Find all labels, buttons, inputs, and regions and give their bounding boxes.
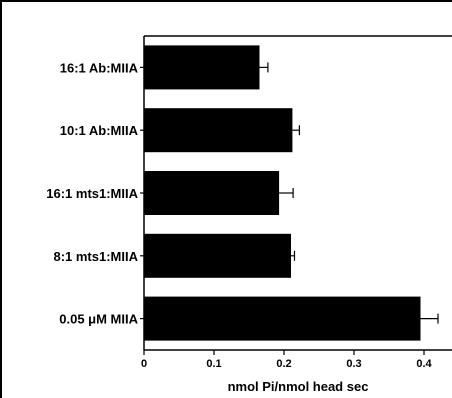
bars-group: [144, 45, 439, 341]
category-label: 0.05 μM MIIA: [59, 312, 138, 327]
bar: [144, 233, 291, 278]
bar: [144, 108, 293, 153]
x-tick-label: 0.4: [416, 358, 432, 370]
bar: [144, 171, 280, 215]
bar: [144, 45, 260, 90]
category-label: 16:1 mts1:MIIA: [46, 186, 138, 201]
x-axis-title: nmol Pi/nmol head sec: [228, 379, 369, 394]
category-label: 16:1 Ab:MIIA: [60, 60, 139, 75]
category-labels: 16:1 Ab:MIIA 10:1 Ab:MIIA 16:1 mts1:MIIA 8:…: [46, 60, 138, 326]
x-tick-label: 0.1: [206, 358, 221, 370]
x-tick-label: 0.3: [346, 358, 361, 370]
x-tick-label: 0.2: [276, 358, 291, 370]
category-label: 10:1 Ab:MIIA: [60, 123, 139, 138]
bar: [144, 296, 421, 341]
x-tick-label: 0: [141, 358, 147, 370]
category-label: 8:1 mts1:MIIA: [53, 249, 138, 264]
